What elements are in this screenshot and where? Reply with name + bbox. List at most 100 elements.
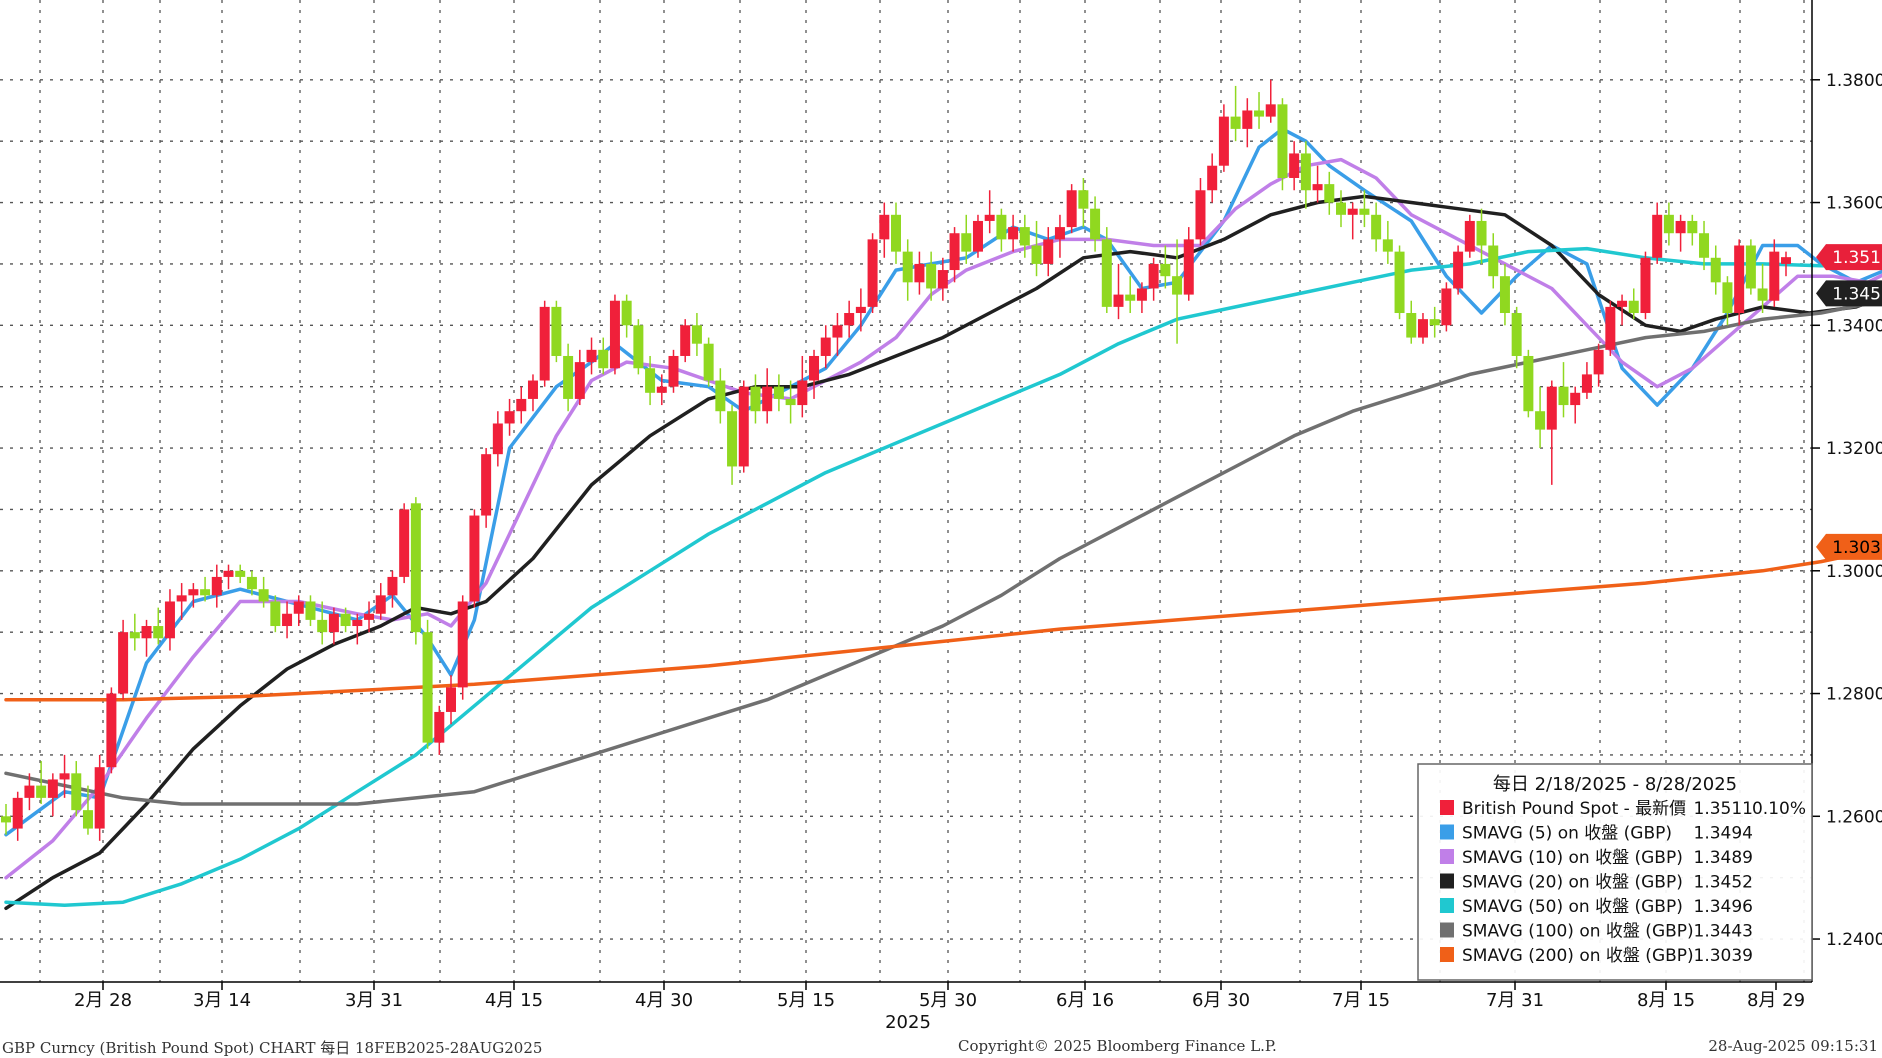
x-tick-label: 5月 15 [777, 990, 835, 1011]
footer-left: GBP Curncy (British Pound Spot) CHART 每日… [2, 1039, 543, 1057]
candle-body [645, 368, 656, 393]
candle-body [750, 386, 761, 412]
candle-body [141, 626, 152, 639]
candle-body [1312, 184, 1323, 191]
candle-body [399, 509, 410, 577]
candle-body [809, 355, 820, 381]
candle-body [1324, 184, 1335, 203]
candle-body [317, 619, 328, 633]
legend-label: SMAVG (20) on 收盤 (GBP) [1462, 873, 1683, 893]
candle-body [1617, 300, 1628, 307]
legend-header: 每日 2/18/2025 - 8/28/2025 [1493, 774, 1737, 795]
x-tick-label: 2月 28 [74, 990, 132, 1011]
x-tick-label: 8月 15 [1637, 990, 1695, 1011]
candle-body [1136, 288, 1147, 301]
x-tick-label: 7月 31 [1486, 990, 1544, 1011]
legend-value: 1.3489 [1694, 848, 1753, 868]
legend-label: SMAVG (10) on 收盤 (GBP) [1462, 848, 1683, 868]
candle-body [621, 300, 632, 326]
y-tick-label: 1.2800 [1826, 685, 1882, 705]
candle-body [1628, 300, 1639, 314]
candle-body [1441, 288, 1452, 326]
candle-body [1652, 214, 1663, 258]
sma-line [4, 299, 1882, 806]
candle-body [24, 785, 35, 798]
candle-body [844, 313, 855, 326]
candles [1, 79, 1791, 841]
candle-body [1417, 319, 1428, 338]
candle-body [235, 570, 246, 577]
candle-body [1476, 220, 1487, 246]
price-tag-bg [1816, 280, 1882, 307]
candle-body [1722, 282, 1733, 314]
price-tag-label: 1.3511 [1832, 248, 1882, 268]
legend-row: SMAVG (100) on 收盤 (GBP) 1.3443 [1440, 922, 1753, 942]
candle-body [1078, 190, 1089, 209]
legend-value: 1.3039 [1694, 946, 1753, 966]
candle-body [1570, 392, 1581, 406]
y-tick-label: 1.2600 [1826, 807, 1882, 827]
x-tick-label: 6月 16 [1056, 990, 1114, 1011]
candle-body [539, 306, 550, 381]
x-tick-label: 5月 30 [919, 990, 977, 1011]
y-tick-label: 1.3600 [1826, 194, 1882, 214]
candle-body [1125, 294, 1136, 301]
candle-body [1535, 411, 1546, 430]
candle-body [1148, 263, 1159, 289]
price-tag: 1.3039 [1816, 533, 1882, 560]
legend-label: SMAVG (100) on 收盤 (GBP) [1462, 922, 1694, 942]
candle-body [12, 797, 23, 829]
candle-body [1757, 288, 1768, 301]
candle-body [422, 632, 433, 743]
candle-body [1546, 386, 1557, 430]
candle-body [1230, 116, 1241, 129]
candle-body [937, 270, 948, 289]
year-label: 2025 [885, 1012, 931, 1033]
price-tag-label: 1.3452 [1832, 284, 1882, 304]
x-tick-label: 8月 29 [1747, 990, 1805, 1011]
legend-label: British Pound Spot - 最新價 [1462, 799, 1686, 819]
candle-body [1195, 190, 1206, 240]
candle-body [469, 515, 480, 602]
candle-body [176, 595, 187, 602]
legend-label: SMAVG (5) on 收盤 (GBP) [1462, 824, 1672, 844]
candle-body [1218, 116, 1229, 166]
candle-body [1336, 202, 1346, 215]
candle-body [1289, 153, 1300, 178]
legend-value: 1.3452 [1694, 873, 1753, 893]
price-tag: 1.3511 [1816, 244, 1882, 271]
candle-body [516, 398, 527, 412]
candle-body [387, 576, 398, 596]
candle-body [1511, 313, 1522, 356]
candle-body [246, 576, 257, 590]
candle-body [1558, 386, 1569, 406]
price-tag-bg [1816, 244, 1882, 271]
candle-body [1499, 276, 1510, 314]
candle-body [563, 355, 574, 399]
candle-body [926, 263, 937, 289]
candle-body [1, 816, 11, 823]
candle-body [1687, 220, 1698, 234]
candle-body [504, 411, 515, 424]
candle-body [1734, 245, 1745, 314]
candle-body [961, 233, 972, 252]
candle-body [1640, 257, 1651, 314]
candle-body [1699, 233, 1710, 258]
candle-body [609, 300, 620, 369]
candle-body [762, 386, 773, 412]
candle-body [1523, 355, 1534, 412]
price-tag-label: 1.3039 [1832, 538, 1882, 558]
candle-body [1663, 214, 1674, 234]
legend-label: SMAVG (200) on 收盤 (GBP) [1462, 946, 1694, 966]
candle-body [703, 343, 714, 381]
candle-body [1394, 251, 1405, 314]
candle-body [1675, 220, 1686, 234]
candle-body [832, 325, 843, 338]
price-tags: 1.3511 1.3452 1.3039 [1816, 244, 1882, 560]
candle-body [1008, 227, 1019, 240]
candle-body [1160, 263, 1171, 277]
candle-body [633, 325, 644, 369]
footer-timestamp: 28-Aug-2025 09:15:31 [1708, 1037, 1878, 1055]
candle-body [867, 239, 878, 307]
candle-body [691, 325, 702, 344]
